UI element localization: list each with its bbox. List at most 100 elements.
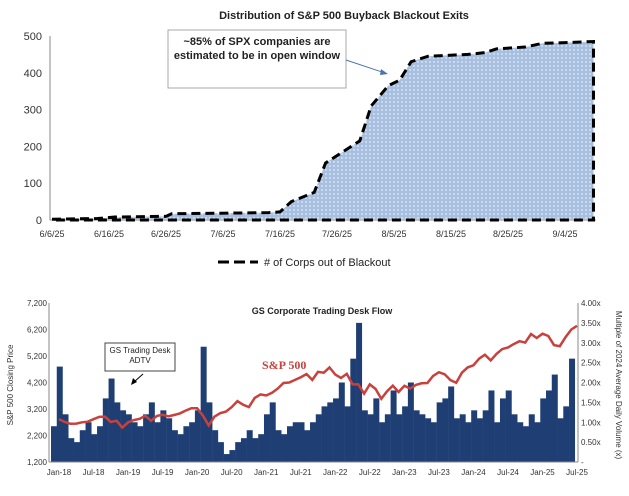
adtv-bar: [430, 422, 437, 462]
series-line: [51, 39, 595, 222]
adtv-bar: [292, 422, 299, 462]
adtv-bar: [338, 382, 345, 462]
y-tick-label: 6,200: [27, 326, 48, 335]
adtv-bar: [321, 406, 328, 462]
annotation-arrow: [345, 59, 386, 74]
y-tick-label: 400: [24, 68, 42, 80]
adtv-bar: [235, 442, 242, 462]
adtv-bar: [275, 430, 282, 462]
adtv-bar: [217, 442, 224, 462]
adtv-bar: [62, 414, 69, 462]
adtv-bar: [252, 438, 259, 462]
adtv-bar: [310, 422, 317, 462]
y2-tick-label: 4.00x: [581, 299, 601, 308]
y-tick-label: 0: [36, 215, 42, 227]
adtv-bar: [108, 378, 115, 462]
adtv-bar: [367, 414, 374, 462]
adtv-bar: [166, 418, 173, 462]
adtv-bar: [206, 402, 213, 462]
adtv-bar: [131, 422, 138, 462]
x-tick-label: 6/16/25: [94, 229, 124, 239]
x-tick-label: Jan-18: [47, 468, 72, 477]
adtv-bar: [563, 406, 570, 462]
adtv-bar: [223, 454, 230, 462]
adtv-bar: [476, 418, 483, 462]
adtv-bar: [511, 414, 518, 462]
adtv-bar: [327, 402, 334, 462]
adtv-bar: [304, 430, 311, 462]
adtv-bar: [546, 390, 553, 462]
adtv-bar: [56, 366, 63, 462]
adtv-bar: [148, 402, 155, 462]
x-tick-label: 7/26/25: [322, 229, 352, 239]
x-tick-label: Jan-22: [323, 468, 348, 477]
adtv-bar: [356, 322, 363, 462]
adtv-bar: [361, 410, 368, 462]
adtv-bar: [171, 430, 178, 462]
adtv-bar: [315, 414, 322, 462]
adtv-bar: [425, 418, 432, 462]
x-tick-label: Jul-25: [566, 468, 588, 477]
adtv-bar: [194, 410, 201, 462]
adtv-bar: [91, 434, 98, 462]
y-tick-label: 5,200: [27, 352, 48, 361]
buyback-blackout-chart: Distribution of S&P 500 Buyback Blackout…: [24, 10, 596, 269]
x-tick-label: Jul-24: [497, 468, 519, 477]
adtv-bar: [240, 438, 247, 462]
x-tick-label: Jan-19: [116, 468, 141, 477]
adtv-bar: [494, 422, 501, 462]
area-fill: [52, 41, 594, 220]
annotation-box: ~85% of SPX companies are estimated to b…: [167, 29, 388, 89]
y2-tick-label: 2.00x: [581, 379, 601, 388]
adtv-bar: [488, 390, 495, 462]
adtv-bar: [379, 422, 386, 462]
x-tick-label: Jan-20: [185, 468, 210, 477]
adtv-bar: [482, 410, 489, 462]
adtv-bar: [212, 430, 219, 462]
adtv-bar: [263, 414, 270, 462]
x-tick-label: 8/25/25: [493, 229, 523, 239]
adtv-bar: [557, 418, 564, 462]
adtv-bar: [143, 414, 150, 462]
adtv-bar: [465, 422, 472, 462]
adtv-bar: [522, 426, 529, 462]
x-tick-label: Jul-18: [83, 468, 105, 477]
adtv-bar: [200, 346, 207, 462]
adtv-callout: GS Trading Desk ADTV: [104, 342, 176, 385]
x-tick-label: Jul-23: [428, 468, 450, 477]
x-tick-label: 8/5/25: [381, 229, 406, 239]
y-axis-label: S&P 500 Closing Price: [6, 344, 15, 425]
legend-label: # of Corps out of Blackout: [264, 257, 391, 269]
adtv-bar: [384, 414, 391, 462]
adtv-bar: [281, 434, 288, 462]
adtv-bar: [471, 410, 478, 462]
adtv-bar: [413, 410, 420, 462]
adtv-bar: [528, 414, 535, 462]
adtv-bar: [269, 402, 276, 462]
x-tick-label: 9/4/25: [552, 229, 577, 239]
adtv-bar: [517, 422, 524, 462]
y2-tick-label: 1.00x: [581, 418, 601, 427]
adtv-bar: [448, 386, 455, 462]
adtv-bar: [68, 438, 75, 462]
adtv-bar: [459, 414, 466, 462]
y2-tick-label: -: [581, 458, 584, 467]
y-tick-label: 200: [24, 141, 42, 153]
adtv-bar: [74, 442, 81, 462]
y-tick-label: 4,200: [27, 379, 48, 388]
adtv-bar: [569, 358, 576, 462]
adtv-bar: [125, 414, 132, 462]
adtv-bar: [453, 418, 460, 462]
adtv-bar: [499, 398, 506, 462]
y2-tick-label: 0.50x: [581, 438, 601, 447]
adtv-bar: [298, 422, 305, 462]
adtv-bar: [540, 398, 547, 462]
x-tick-label: Jan-21: [254, 468, 279, 477]
y-tick-label: 3,200: [27, 405, 48, 414]
x-tick-label: 7/16/25: [265, 229, 295, 239]
chart-title: Distribution of S&P 500 Buyback Blackout…: [219, 10, 469, 22]
y-tick-label: 7,200: [27, 299, 48, 308]
adtv-bar: [51, 426, 57, 462]
adtv-bar: [396, 414, 403, 462]
adtv-bar: [160, 410, 167, 462]
